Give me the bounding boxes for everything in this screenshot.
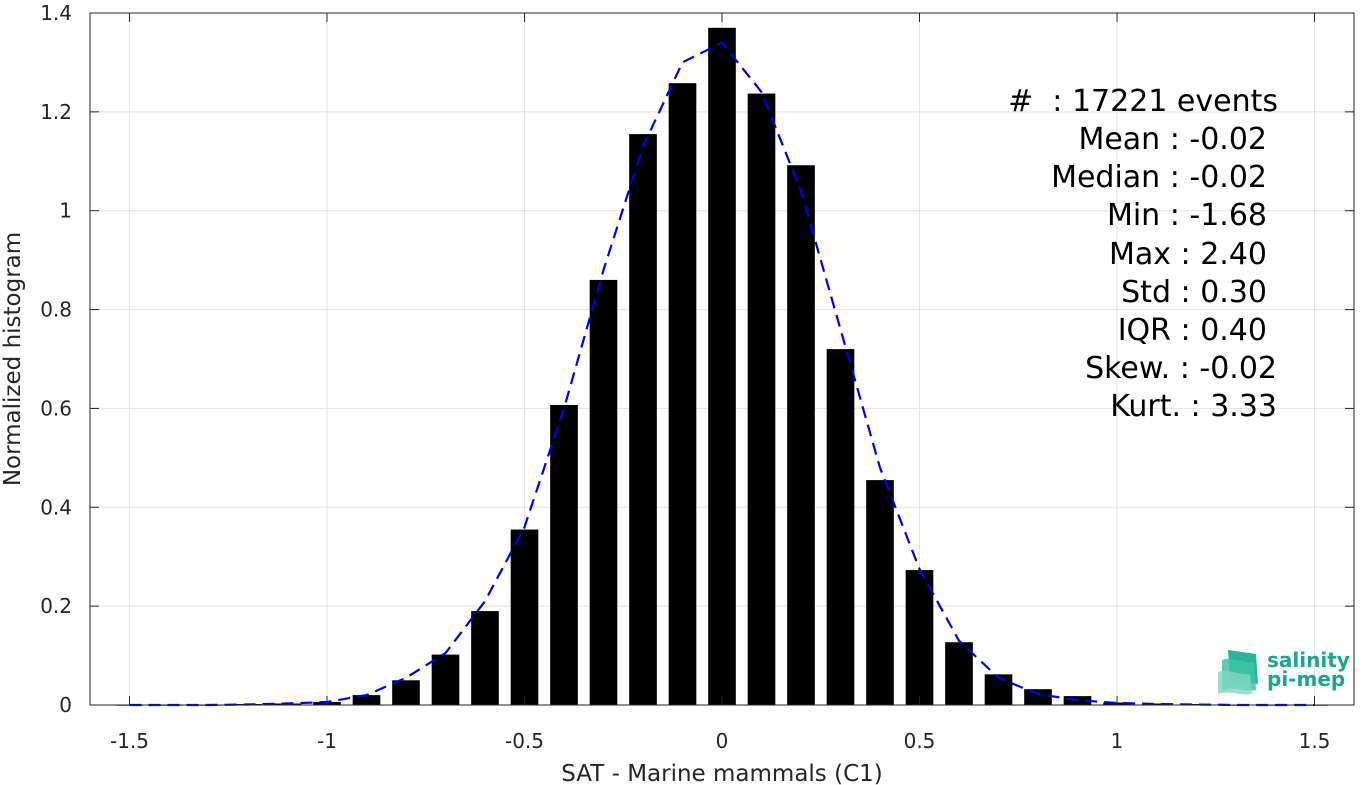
x-tick-label: 1 bbox=[1111, 729, 1124, 753]
histogram-bar bbox=[826, 349, 855, 705]
salinity-pimep-logo: salinity pi-mep bbox=[1218, 648, 1350, 695]
x-tick-label: -1 bbox=[317, 729, 337, 753]
histogram-bar bbox=[905, 570, 934, 705]
histogram-bar bbox=[431, 654, 460, 705]
histogram-bar bbox=[471, 611, 499, 705]
histogram-bar bbox=[510, 529, 539, 705]
y-tick-label: 1.4 bbox=[40, 1, 72, 25]
x-axis-title: SAT - Marine mammals (C1) bbox=[561, 761, 883, 785]
histogram-bar bbox=[1024, 689, 1052, 705]
stats-mean: Mean : -0.02 bbox=[1078, 122, 1267, 157]
stats-skew: Skew. : -0.02 bbox=[1085, 351, 1277, 386]
histogram-bar bbox=[352, 695, 381, 705]
histogram-bar bbox=[866, 480, 894, 705]
y-tick-label: 0.4 bbox=[40, 495, 72, 519]
histogram-bar bbox=[629, 134, 657, 706]
histogram-bar bbox=[1142, 703, 1171, 705]
x-tick-label: -1.5 bbox=[110, 729, 149, 753]
y-tick-label: 0 bbox=[59, 693, 72, 717]
y-axis-title: Normalized histogram bbox=[0, 232, 26, 486]
stats-max: Max : 2.40 bbox=[1109, 237, 1267, 272]
stats-median: Median : -0.02 bbox=[1051, 160, 1267, 195]
stats-min: Min : -1.68 bbox=[1107, 198, 1267, 233]
y-tick-label: 1 bbox=[59, 199, 72, 223]
x-tick-labels: -1.5 -1 -0.5 0 0.5 1 1.5 bbox=[110, 729, 1330, 753]
wave-logo-icon bbox=[1218, 650, 1258, 695]
axis-ticks bbox=[90, 12, 1354, 706]
histogram-bar bbox=[589, 279, 618, 705]
x-tick-label: 0 bbox=[716, 729, 729, 753]
y-tick-label: 0.2 bbox=[40, 594, 72, 618]
histogram-bars bbox=[115, 27, 1329, 706]
stats-std: Std : 0.30 bbox=[1121, 275, 1267, 310]
x-tick-label: -0.5 bbox=[505, 729, 544, 753]
histogram-bar bbox=[747, 93, 776, 705]
logo-text-pimep: pi-mep bbox=[1267, 667, 1345, 691]
y-tick-labels: 0 0.2 0.4 0.6 0.8 1 1.2 1.4 bbox=[40, 1, 72, 717]
logo-text-salinity: salinity bbox=[1267, 648, 1350, 672]
stats-iqr: IQR : 0.40 bbox=[1118, 313, 1267, 348]
histogram-bar bbox=[787, 165, 815, 706]
y-tick-label: 0.6 bbox=[40, 396, 72, 420]
statistics-box: # : 17221 events Mean : -0.02 Median : -… bbox=[1008, 84, 1278, 424]
histogram-bar bbox=[392, 680, 420, 705]
stats-events: # : 17221 events bbox=[1008, 84, 1278, 119]
x-tick-label: 1.5 bbox=[1299, 729, 1331, 753]
histogram-bar bbox=[945, 642, 973, 705]
histogram-bar bbox=[708, 27, 736, 706]
histogram-bar bbox=[984, 674, 1013, 705]
stats-kurt: Kurt. : 3.33 bbox=[1110, 389, 1277, 424]
histogram-bar bbox=[668, 83, 697, 705]
histogram-bar bbox=[550, 404, 578, 705]
x-tick-label: 0.5 bbox=[904, 729, 936, 753]
y-tick-label: 0.8 bbox=[40, 298, 72, 322]
y-tick-label: 1.2 bbox=[40, 100, 72, 124]
